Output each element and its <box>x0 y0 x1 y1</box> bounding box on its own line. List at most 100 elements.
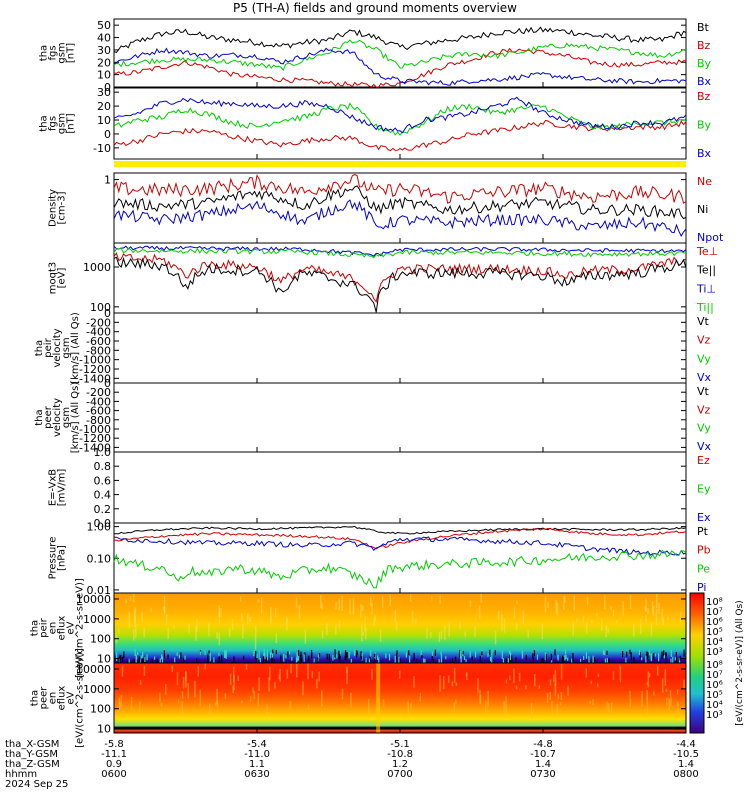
spectrogram-streak <box>530 702 533 720</box>
y-tick-label: -1200 <box>79 363 111 376</box>
spectrogram-noise <box>469 651 471 658</box>
spectrogram-streak <box>453 702 456 712</box>
spectrogram-streak <box>216 688 218 706</box>
spectrogram-streak <box>582 616 585 623</box>
y-tick-label: 0 <box>104 128 111 141</box>
spectrogram-noise <box>121 656 124 663</box>
spectrogram-noise <box>592 655 594 663</box>
spectrogram-noise <box>465 659 467 663</box>
y-axis-label: gsm <box>61 407 72 428</box>
spectrogram-noise <box>225 650 227 659</box>
y-tick-label: 0.0 <box>94 517 112 530</box>
spectrogram-noise <box>265 657 268 667</box>
spectrogram-streak <box>162 606 165 612</box>
series-Ne <box>113 174 687 204</box>
legend-Vz: Vz <box>697 403 711 416</box>
spectrogram-noise <box>142 651 144 659</box>
spectrogram-streak <box>658 603 660 614</box>
flag-bar <box>114 161 686 167</box>
y-axis-label: peir <box>39 617 50 637</box>
legend-Ne: Ne <box>697 175 712 188</box>
spectrogram-streak <box>629 690 631 698</box>
y-axis-label: [eV/(cm^2-s-sr-eV)] <box>75 648 86 748</box>
spectrogram-noise <box>440 651 442 655</box>
spectrogram-noise <box>487 653 489 657</box>
spectrogram-noise <box>525 654 527 661</box>
spectrogram-streak <box>295 597 298 609</box>
spectrogram-noise <box>134 649 136 656</box>
spectrogram-noise <box>285 655 287 659</box>
spectrogram-noise <box>658 652 660 662</box>
spectrogram-streak <box>439 675 441 692</box>
spectrogram-streak <box>246 613 249 625</box>
spectrogram-noise <box>299 655 302 661</box>
spectrogram-streak <box>590 680 592 684</box>
legend-Vy: Vy <box>697 352 711 365</box>
spectrogram-noise <box>683 649 685 657</box>
spectrogram-streak <box>208 623 210 637</box>
spectrogram-streak <box>515 685 518 690</box>
panel-peer-spectrogram: 10 100 1000 10000 thapeerenefluxeV[eV/(cm^2-… <box>30 648 687 748</box>
spectrogram-noise <box>300 657 302 663</box>
spectrogram-noise <box>184 655 186 660</box>
y-axis-label: peer <box>43 405 54 429</box>
spectrogram-noise <box>409 656 411 665</box>
spectrogram-noise <box>626 651 628 657</box>
spectrogram-noise <box>196 658 198 667</box>
spectrogram-streak <box>647 607 649 615</box>
y-tick-label: 20 <box>97 56 111 69</box>
spectrogram-streak <box>143 627 145 638</box>
series-Ti⊥ <box>113 245 687 257</box>
spectrogram-noise <box>208 650 210 654</box>
y-tick-label: 1 <box>104 174 111 187</box>
plot-title: P5 (TH-A) fields and ground moments over… <box>233 1 517 15</box>
spectrogram-streak <box>541 623 544 640</box>
spectrogram-streak <box>257 598 260 603</box>
spectrogram-noise <box>153 656 156 660</box>
x-tick-label: 1.1 <box>249 759 265 770</box>
spectrogram-streak <box>218 611 221 624</box>
spectrogram-streak <box>349 599 351 615</box>
spectrogram-noise <box>533 650 536 657</box>
y-axis-label: [cm-3] <box>57 191 68 224</box>
y-tick-label: -800 <box>86 344 111 357</box>
spectrogram-streak <box>335 601 337 610</box>
panel-density: 1 Density[cm-3] Ne Ni Npot <box>48 172 724 244</box>
spectrogram-streak <box>199 689 202 706</box>
spectrogram-streak <box>233 674 235 691</box>
spectrogram-streak <box>182 676 185 689</box>
x-row-label: hhmm <box>5 769 37 780</box>
spectrogram-noise <box>491 650 493 658</box>
spectrogram-streak <box>135 624 137 639</box>
spectrogram-streak <box>204 663 206 670</box>
spectrogram-streak <box>459 621 461 630</box>
spectrogram-noise <box>137 651 139 656</box>
spectrogram-noise <box>328 653 330 660</box>
spectrogram-noise <box>346 652 348 658</box>
spectrogram-noise <box>233 656 235 665</box>
spectrogram-streak <box>381 596 384 608</box>
x-tick-label: 1.4 <box>535 759 551 770</box>
spectrogram-noise <box>266 649 268 656</box>
spectrogram-streak <box>133 629 135 641</box>
spectrogram-noise <box>270 652 272 659</box>
spectrogram-streak <box>505 696 507 713</box>
spectrogram-noise <box>317 654 320 662</box>
legend-Bt: Bt <box>697 21 710 34</box>
spectrogram-noise <box>146 654 148 661</box>
y-axis-label: velocity <box>52 398 63 437</box>
spectrogram-streak <box>503 701 505 714</box>
y-axis-label: [km/s] (All Qs) <box>70 312 81 384</box>
spectrogram-streak <box>607 627 609 634</box>
y-axis-label: E=-VxB <box>48 469 59 506</box>
y-axis-label: Density <box>48 189 59 227</box>
spectrogram-streak <box>376 663 381 733</box>
spectrogram-streak <box>163 606 166 616</box>
spectrogram-streak <box>645 615 647 622</box>
spectrogram-noise <box>373 658 376 665</box>
spectrogram-noise <box>532 653 534 659</box>
